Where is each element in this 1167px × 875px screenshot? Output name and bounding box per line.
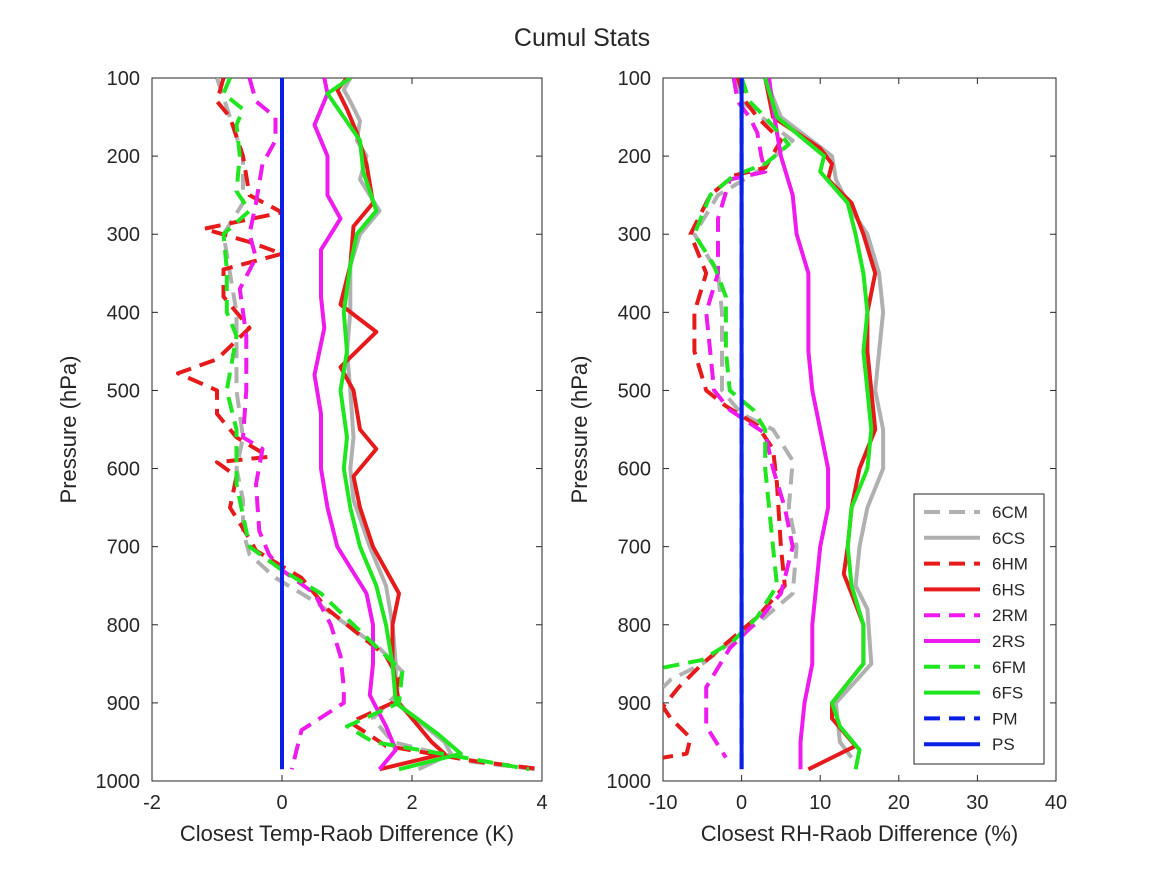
legend: 6CM 6CS 6HM 6HS 2RM 2RS 6FM 6FS PM PS xyxy=(913,493,1045,765)
series-2rs-line xyxy=(312,78,398,771)
x-tick-label: 40 xyxy=(1045,792,1067,814)
series-6hm-line xyxy=(663,78,787,760)
y-tick-label: 200 xyxy=(618,146,651,168)
x-axis-label: Closest Temp-Raob Difference (K) xyxy=(180,821,514,846)
series-2rm-line xyxy=(704,78,795,759)
y-tick-label: 200 xyxy=(107,146,140,168)
x-axis-label: Closest RH-Raob Difference (%) xyxy=(701,821,1018,846)
y-tick-label: 100 xyxy=(107,68,140,90)
series-6cs-line xyxy=(763,78,886,759)
y-tick-label: 300 xyxy=(107,224,140,246)
series-6hm-line xyxy=(176,78,542,772)
x-tick-label: 10 xyxy=(809,792,831,814)
legend-label-6fs: 6FS xyxy=(992,684,1023,703)
series-6fs-line xyxy=(325,78,463,772)
series-group xyxy=(176,78,542,772)
legend-label-6cm: 6CM xyxy=(992,503,1028,522)
series-2rs-line xyxy=(767,78,831,770)
x-tick-label: -10 xyxy=(649,792,678,814)
y-tick-label: 800 xyxy=(107,615,140,637)
legend-label-6fm: 6FM xyxy=(992,658,1026,677)
y-tick-label: 900 xyxy=(618,693,651,715)
y-axis-label: Pressure (hPa) xyxy=(567,356,592,504)
plot-frame xyxy=(662,77,1057,782)
y-tick-label: 400 xyxy=(107,302,140,324)
x-tick-label: -2 xyxy=(143,792,161,814)
y-tick-label: 600 xyxy=(107,459,140,481)
y-tick-label: 700 xyxy=(107,537,140,559)
y-tick-label: 1000 xyxy=(96,771,141,793)
legend-label-6hs: 6HS xyxy=(992,580,1025,599)
y-tick-label: 700 xyxy=(618,537,651,559)
x-tick-label: 2 xyxy=(406,792,417,814)
y-tick-label: 300 xyxy=(618,224,651,246)
series-6fm-line xyxy=(663,78,791,670)
y-tick-label: 800 xyxy=(618,615,651,637)
legend-label-6cs: 6CS xyxy=(992,529,1025,548)
y-tick-label: 400 xyxy=(618,302,651,324)
chart-panel-1: -2 0 2 4 100 200 300 400 500 600 700 800 900 1000 Clos… xyxy=(56,68,548,846)
legend-label-2rs: 2RS xyxy=(992,632,1025,651)
legend-label-ps: PS xyxy=(992,735,1015,754)
series-6cm-line xyxy=(215,78,536,772)
y-tick-label: 600 xyxy=(618,459,651,481)
chart-panels: -2 0 2 41002003004005006007008009001000Clos… xyxy=(56,68,1067,846)
series-6fs-line xyxy=(763,78,874,770)
legend-label-pm: PM xyxy=(992,709,1018,728)
y-tick-label: 1000 xyxy=(607,771,652,793)
x-tick-label: 0 xyxy=(276,792,287,814)
y-tick-label: 100 xyxy=(618,68,651,90)
y-tick-label: 500 xyxy=(618,380,651,402)
legend-label-2rm: 2RM xyxy=(992,606,1028,625)
x-tick-label: 30 xyxy=(966,792,988,814)
series-group xyxy=(663,78,886,772)
x-tick-label: 4 xyxy=(536,792,547,814)
x-tick-label: 0 xyxy=(736,792,747,814)
series-6fm-line xyxy=(221,78,530,772)
chart-panel-2: -10 0 10 20 30 40 100 200 300 400 500 600 700 800 900 1… xyxy=(567,68,1067,846)
legend-label-6hm: 6HM xyxy=(992,555,1028,574)
x-tick-label: 20 xyxy=(888,792,910,814)
series-2rm-line xyxy=(237,78,346,770)
y-tick-label: 900 xyxy=(107,693,140,715)
y-axis-label: Pressure (hPa) xyxy=(56,356,81,504)
y-tick-label: 500 xyxy=(107,380,140,402)
figure-title: Cumul Stats xyxy=(514,24,650,52)
